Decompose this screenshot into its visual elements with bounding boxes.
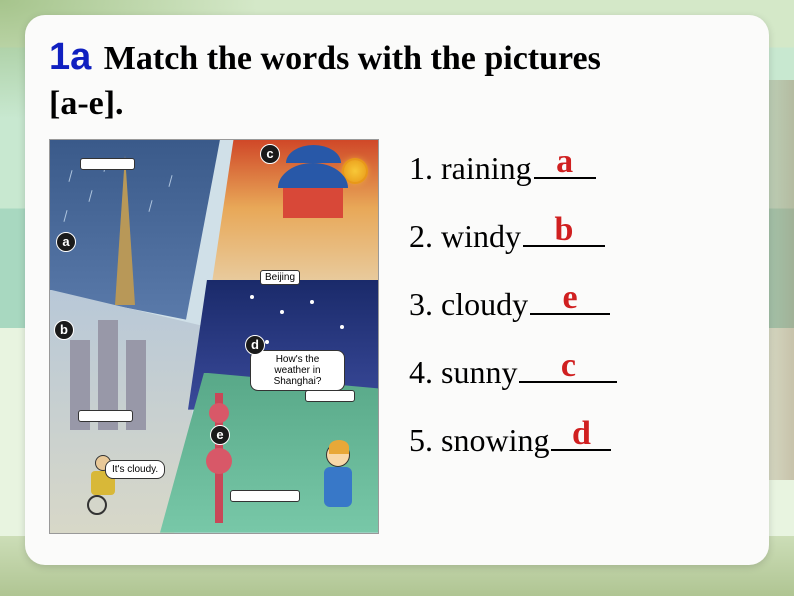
answer-blank: d bbox=[551, 419, 611, 451]
item-num: 3. bbox=[409, 286, 433, 323]
circle-label-c: c bbox=[260, 144, 280, 164]
answer-value: a bbox=[556, 143, 573, 181]
snow-dot bbox=[250, 295, 254, 299]
answer-list: 1. raining a 2. windy b 3. cloudy e bbox=[409, 139, 745, 534]
item-num: 5. bbox=[409, 422, 433, 459]
beijing-label: Beijing bbox=[260, 270, 300, 285]
answer-row-4: 4. sunny c bbox=[409, 351, 745, 391]
eiffel-tower bbox=[115, 155, 135, 305]
answer-row-3: 3. cloudy e bbox=[409, 283, 745, 323]
blank-box bbox=[230, 490, 300, 502]
sun-icon bbox=[344, 160, 366, 182]
standing-person bbox=[318, 443, 358, 523]
answer-value: e bbox=[563, 279, 578, 317]
item-num: 4. bbox=[409, 354, 433, 391]
section-number: 1a bbox=[49, 36, 91, 78]
title-line2: [a-e]. bbox=[49, 85, 124, 122]
answer-row-5: 5. snowing d bbox=[409, 419, 745, 459]
snow-dot bbox=[265, 340, 269, 344]
exercise-title: 1a Match the words with the pictures [a-… bbox=[49, 33, 745, 127]
circle-label-e: e bbox=[210, 425, 230, 445]
circle-label-b: b bbox=[54, 320, 74, 340]
answer-row-1: 1. raining a bbox=[409, 147, 745, 187]
snow-dot bbox=[310, 300, 314, 304]
picture-collage: a b c d e Beijing How's the weather in S… bbox=[49, 139, 379, 534]
blank-box bbox=[80, 158, 135, 170]
answer-blank: b bbox=[523, 215, 605, 247]
item-word: windy bbox=[441, 218, 521, 255]
answer-value: b bbox=[555, 211, 574, 249]
answer-blank: e bbox=[530, 283, 610, 315]
snow-dot bbox=[280, 310, 284, 314]
answer-value: d bbox=[572, 415, 591, 453]
answer-row-2: 2. windy b bbox=[409, 215, 745, 255]
blank-box bbox=[305, 390, 355, 402]
snow-dot bbox=[340, 325, 344, 329]
circle-label-a: a bbox=[56, 232, 76, 252]
answer-blank: c bbox=[519, 351, 617, 383]
cathedral bbox=[70, 340, 160, 460]
region-a-raining bbox=[50, 140, 220, 320]
speech-bubble-question: How's the weather in Shanghai? bbox=[250, 350, 345, 391]
item-word: sunny bbox=[441, 354, 517, 391]
item-word: raining bbox=[441, 150, 532, 187]
slide-card: 1a Match the words with the pictures [a-… bbox=[25, 15, 769, 565]
speech-bubble-answer: It's cloudy. bbox=[105, 460, 165, 479]
item-num: 2. bbox=[409, 218, 433, 255]
item-num: 1. bbox=[409, 150, 433, 187]
circle-label-d: d bbox=[245, 335, 265, 355]
content-row: a b c d e Beijing How's the weather in S… bbox=[49, 139, 745, 534]
item-word: snowing bbox=[441, 422, 549, 459]
oriental-pearl-tower bbox=[215, 393, 223, 523]
answer-value: c bbox=[561, 347, 576, 385]
item-word: cloudy bbox=[441, 286, 528, 323]
blank-box bbox=[78, 410, 133, 422]
temple-of-heaven bbox=[278, 180, 348, 240]
answer-blank: a bbox=[534, 147, 596, 179]
title-line1: Match the words with the pictures bbox=[104, 40, 601, 77]
